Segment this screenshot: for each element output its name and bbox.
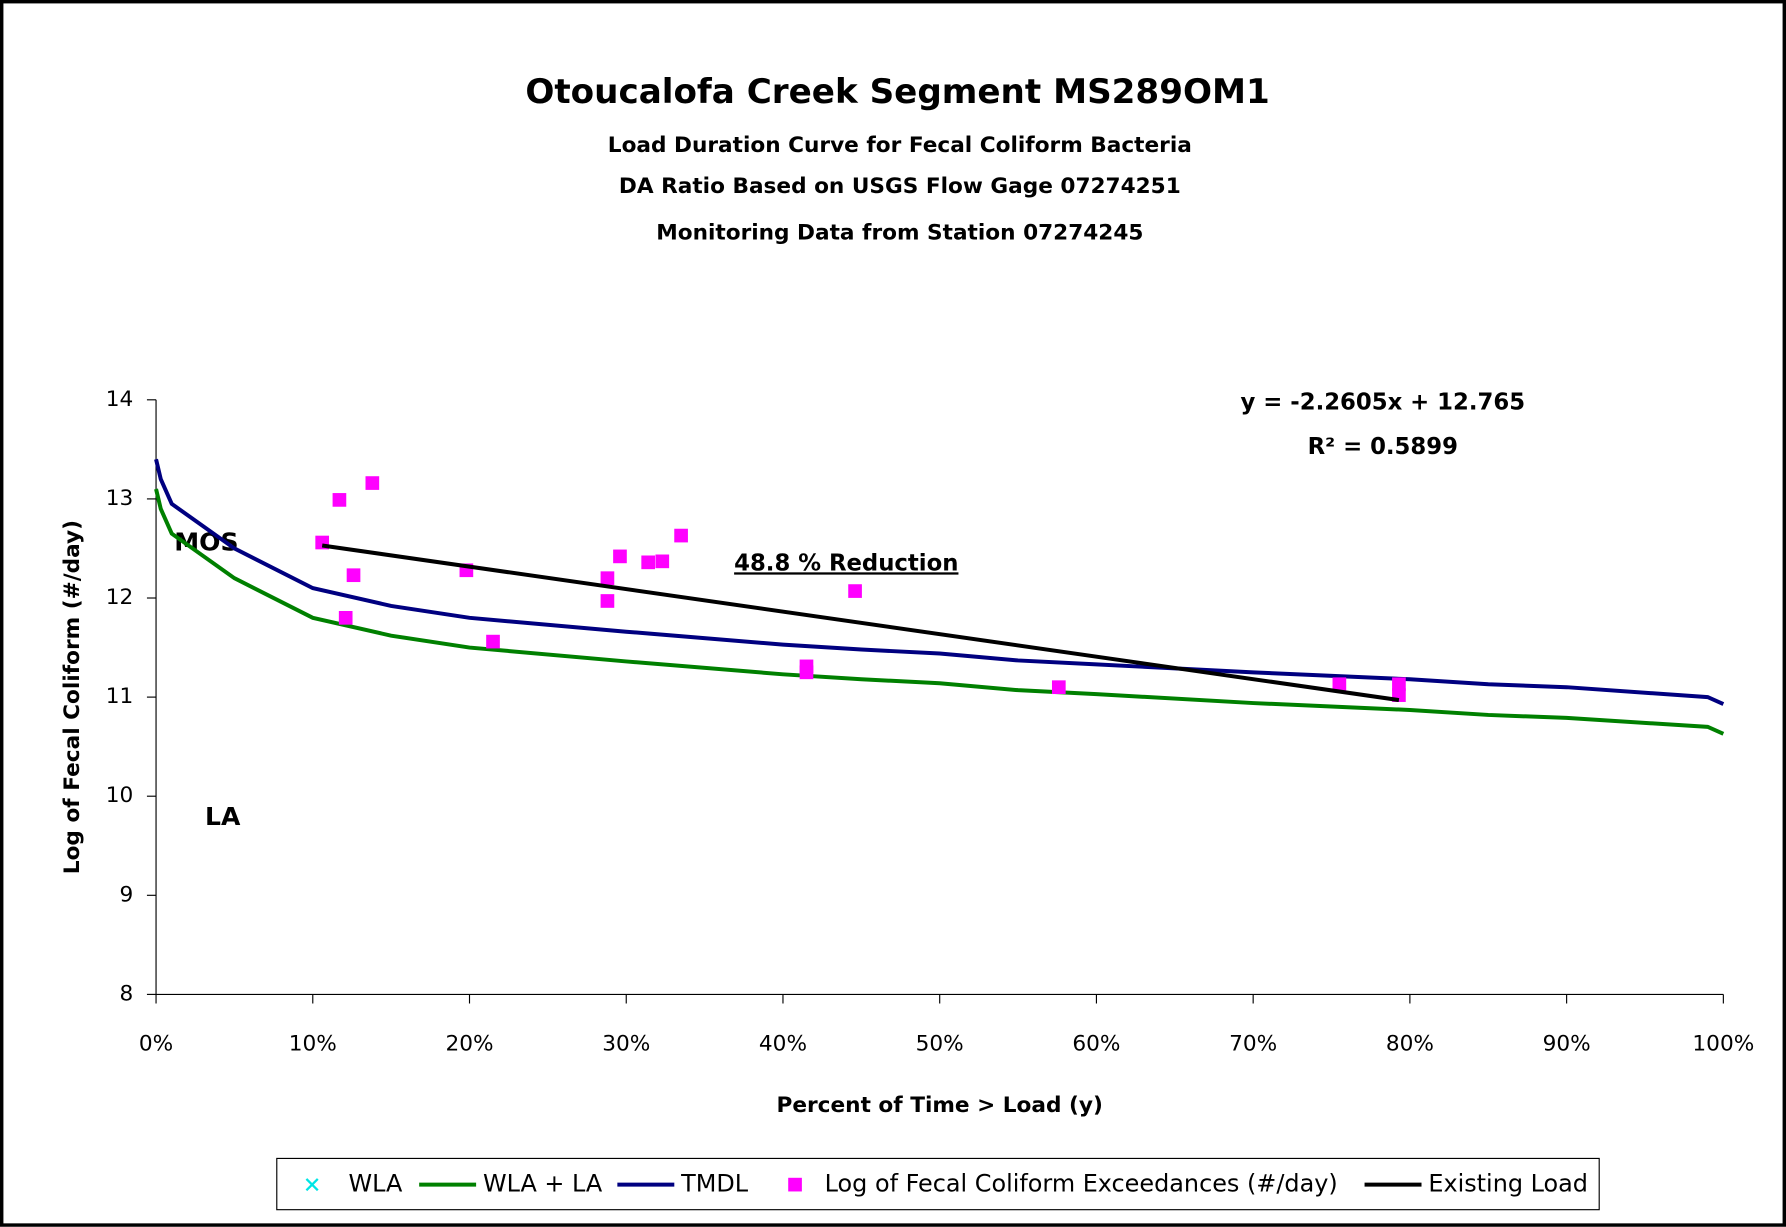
legend-label: Log of Fecal Coliform Exceedances (#/day… — [825, 1170, 1338, 1198]
x-axis-title: Percent of Time > Load (y) — [777, 1093, 1103, 1118]
legend-swatch — [305, 1178, 319, 1192]
reduction-label: 48.8 % Reduction — [734, 550, 958, 576]
chart-subtitle: Monitoring Data from Station 07274245 — [656, 221, 1143, 246]
data-point — [1332, 677, 1347, 692]
data-point — [365, 476, 380, 490]
x-tick-label: 80% — [1386, 1032, 1434, 1057]
data-point — [799, 665, 814, 680]
y-tick-label: 12 — [106, 585, 134, 610]
legend-swatch — [788, 1177, 802, 1192]
series-line — [154, 458, 1725, 706]
data-point — [486, 634, 500, 649]
x-tick-label: 90% — [1543, 1032, 1591, 1057]
series-line — [321, 543, 1400, 703]
x-tick-label: 40% — [759, 1032, 807, 1057]
x-tick-label: 30% — [602, 1032, 650, 1057]
data-point — [332, 493, 347, 507]
y-tick-label: 14 — [106, 387, 134, 412]
data-point — [338, 610, 353, 625]
chart-title: Otoucalofa Creek Segment MS289OM1 — [525, 72, 1269, 112]
trend-equation: y = -2.2605x + 12.765 — [1241, 390, 1526, 416]
la-label: LA — [205, 802, 241, 831]
y-tick-label: 9 — [120, 882, 134, 907]
x-tick-label: 20% — [445, 1032, 493, 1057]
data-point — [346, 568, 361, 583]
data-point — [1392, 677, 1406, 692]
y-tick-label: 10 — [106, 783, 134, 808]
legend-label: TMDL — [680, 1170, 749, 1198]
data-point — [600, 594, 615, 608]
x-tick-label: 70% — [1229, 1032, 1277, 1057]
x-tick-label: 100% — [1692, 1032, 1754, 1057]
chart-subtitle: Load Duration Curve for Fecal Coliform B… — [608, 133, 1192, 158]
data-point — [600, 571, 615, 586]
x-tick-label: 50% — [916, 1032, 964, 1057]
x-tick-label: 10% — [289, 1032, 337, 1057]
data-point — [848, 584, 862, 598]
x-tick-label: 0% — [139, 1032, 173, 1057]
data-point — [655, 554, 670, 569]
data-point — [641, 555, 656, 570]
legend-label: WLA — [349, 1170, 404, 1198]
data-point — [613, 549, 627, 564]
chart-subtitle: DA Ratio Based on USGS Flow Gage 0727425… — [619, 174, 1181, 199]
legend-label: WLA + LA — [483, 1170, 603, 1198]
y-tick-label: 13 — [106, 486, 134, 511]
legend-label: Existing Load — [1428, 1170, 1588, 1198]
data-point — [1051, 680, 1066, 695]
x-tick-label: 60% — [1072, 1032, 1120, 1057]
trend-r2: R² = 0.5899 — [1308, 434, 1458, 460]
y-axis-title: Log of Fecal Coliform (#/day) — [60, 520, 85, 874]
data-point — [674, 528, 688, 543]
series-line — [154, 488, 1725, 736]
y-tick-label: 8 — [120, 981, 134, 1006]
y-tick-label: 11 — [106, 684, 134, 709]
